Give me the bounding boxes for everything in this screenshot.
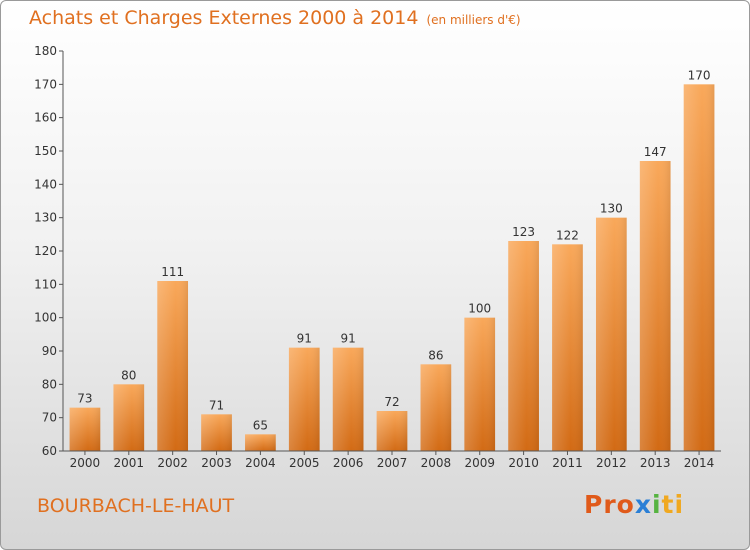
- x-tick-label: 2004: [245, 456, 276, 470]
- y-tick-label: 110: [34, 277, 57, 291]
- bar-value-label: 147: [644, 145, 667, 159]
- bar-value-label: 65: [253, 418, 268, 432]
- x-tick-label: 2013: [640, 456, 671, 470]
- x-tick-label: 2007: [377, 456, 408, 470]
- y-tick-label: 160: [34, 111, 57, 125]
- bars: 73 80 111 71 65 91 91 72 86 100 123 122 130 147 170: [69, 68, 715, 451]
- y-tick-label: 90: [42, 344, 57, 358]
- bar-value-label: 170: [688, 68, 711, 82]
- place-name: BOURBACH-LE-HAUT: [37, 495, 235, 517]
- bar-shade-2002: [157, 281, 189, 451]
- bar-shade-2001: [113, 384, 145, 451]
- x-tick-label: 2011: [552, 456, 583, 470]
- y-tick-label: 130: [34, 211, 57, 225]
- y-tick-label: 80: [42, 377, 57, 391]
- x-tick-label: 2006: [333, 456, 364, 470]
- y-tick-label: 60: [42, 444, 57, 458]
- bar-shade-2013: [639, 161, 671, 451]
- x-tick-label: 2010: [508, 456, 539, 470]
- bar-value-label: 130: [600, 202, 623, 216]
- bar-shade-2003: [201, 414, 232, 451]
- bar-value-label: 122: [556, 228, 579, 242]
- x-tick-label: 2002: [157, 456, 188, 470]
- x-tick-label: 2009: [464, 456, 495, 470]
- bar-value-label: 111: [161, 265, 184, 279]
- y-tick-label: 100: [34, 311, 57, 325]
- bar-value-label: 91: [297, 332, 312, 346]
- bar-shade-2009: [464, 317, 496, 451]
- bar-shade-2000: [69, 407, 101, 451]
- proxiti-logo: Proxiti: [584, 490, 684, 519]
- logo-part-3: i: [651, 490, 662, 519]
- x-tick-label: 2012: [596, 456, 627, 470]
- chart-title-text: Achats et Charges Externes 2000 à 2014: [29, 7, 419, 29]
- y-axis: 60 70 80 90 100 110 120 130 140 150 160 170 180: [34, 44, 64, 458]
- y-tick-label: 170: [34, 77, 57, 91]
- x-tick-label: 2001: [114, 456, 145, 470]
- bar-shade-2006: [332, 347, 364, 451]
- logo-part-4: ti: [661, 490, 685, 519]
- y-tick-label: 180: [34, 44, 57, 58]
- bar-value-label: 72: [384, 395, 399, 409]
- bar-value-label: 100: [468, 302, 491, 316]
- bar-shade-2014: [683, 84, 715, 451]
- bar-shade-2011: [552, 244, 583, 451]
- x-axis: 2000 2001 2002 2003 2004 2005 2006 2007 2008 2009…: [63, 450, 721, 470]
- bar-shade-2010: [508, 241, 539, 451]
- bar-shade-2007: [376, 411, 408, 451]
- bar-value-label: 80: [121, 368, 136, 382]
- x-tick-label: 2000: [70, 456, 101, 470]
- bar-shade-2012: [595, 217, 627, 451]
- bar-shade-2005: [288, 347, 320, 451]
- bar-value-label: 91: [340, 332, 355, 346]
- bar-value-label: 123: [512, 225, 535, 239]
- x-tick-label: 2008: [421, 456, 452, 470]
- bar-value-label: 86: [428, 348, 443, 362]
- x-tick-label: 2003: [201, 456, 232, 470]
- chart-title: Achats et Charges Externes 2000 à 2014 (e…: [29, 7, 521, 29]
- bar-shade-2004: [245, 434, 276, 451]
- bar-value-label: 71: [209, 398, 224, 412]
- chart-unit: (en milliers d'€): [426, 13, 521, 27]
- y-tick-label: 70: [42, 411, 57, 425]
- logo-part-1: Pro: [584, 490, 635, 519]
- x-tick-label: 2005: [289, 456, 320, 470]
- logo-part-2: x: [634, 490, 652, 519]
- y-tick-label: 140: [34, 177, 57, 191]
- x-tick-label: 2014: [684, 456, 715, 470]
- y-tick-label: 120: [34, 244, 57, 258]
- y-tick-label: 150: [34, 144, 57, 158]
- bar-shade-2008: [420, 364, 452, 451]
- bar-value-label: 73: [77, 392, 92, 406]
